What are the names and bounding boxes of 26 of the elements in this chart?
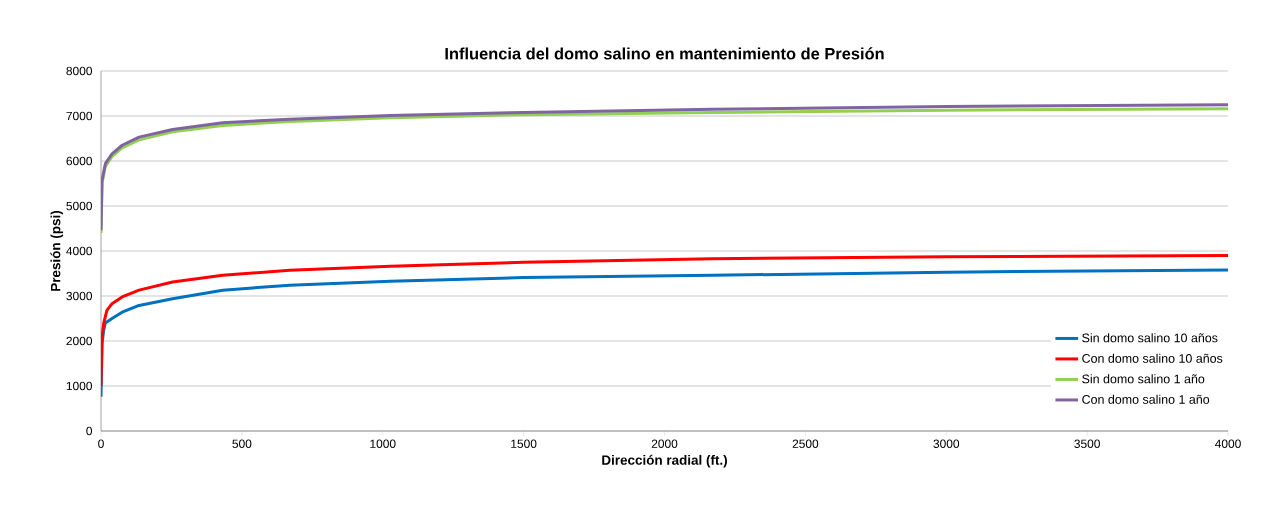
legend-label: Sin domo salino 1 año <box>1082 374 1205 384</box>
x-tick-label: 2000 <box>651 439 678 448</box>
x-axis-title: Dirección radial (ft.) <box>602 454 727 468</box>
y-tick-label: 6000 <box>66 156 93 166</box>
x-tick-label: 500 <box>232 439 252 448</box>
y-tick-label: 3000 <box>66 291 93 301</box>
y-tick-label: 5000 <box>66 201 93 211</box>
x-tick-label: 4000 <box>1215 439 1241 448</box>
y-tick-label: 4000 <box>66 246 93 256</box>
x-tick-label: 3500 <box>1074 439 1100 448</box>
x-tick-label: 1500 <box>511 439 537 448</box>
x-tick-label: 2500 <box>792 439 819 448</box>
y-tick-label: 8000 <box>66 66 93 76</box>
legend-label: Con domo salino 10 años <box>1082 353 1223 363</box>
legend-label: Con domo salino 1 año <box>1082 394 1210 404</box>
y-tick-label: 2000 <box>66 336 93 346</box>
y-tick-label: 7000 <box>66 111 93 121</box>
x-tick-label: 3000 <box>933 439 960 448</box>
y-tick-label: 1000 <box>66 381 93 391</box>
line-series <box>101 254 1229 388</box>
x-tick-label: 1000 <box>370 439 396 448</box>
chart-title: Influencia del domo salino en mantenimiento de Presión <box>445 47 884 60</box>
legend-label: Sin domo salino 10 años <box>1082 333 1218 343</box>
y-axis-title: Presión (psi) <box>50 210 64 291</box>
x-tick-label: 0 <box>98 439 104 448</box>
y-tick-label: 0 <box>86 426 93 436</box>
